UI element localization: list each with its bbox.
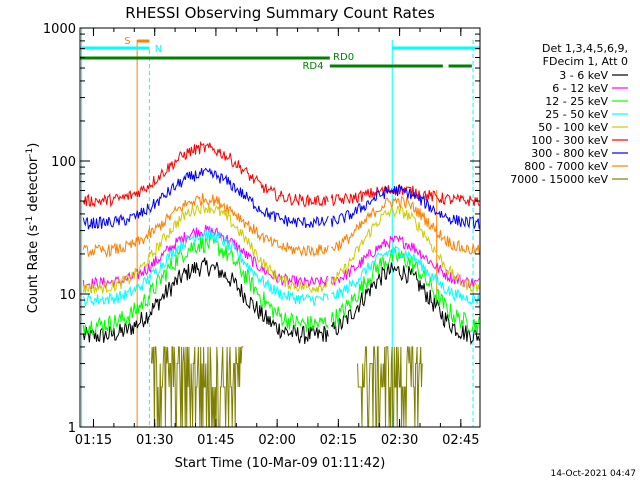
legend-label-8: 800 - 7000 keV (524, 160, 608, 173)
series-line-7 (82, 167, 480, 230)
legend-label-3: 12 - 25 keV (545, 95, 608, 108)
legend-label-1: 3 - 6 keV (559, 69, 608, 82)
timestamp: 14-Oct-2021 04:47 (551, 469, 636, 479)
y-tick-label: 10 (59, 288, 76, 303)
plot-frame (79, 27, 481, 428)
y-label-part-1: Count Rate (s (26, 225, 41, 314)
legend-label-5: 50 - 100 keV (538, 121, 608, 134)
y-label-sup-1: -1 (25, 216, 35, 225)
flag-label-4: RD0 (333, 52, 354, 63)
y-tick-label: 1000 (43, 22, 76, 37)
legend-label-2: 6 - 12 keV (552, 82, 608, 95)
series-line-8 (82, 193, 480, 259)
x-tick-label: 02:00 (258, 433, 295, 448)
flag-label-1: S (124, 36, 130, 47)
legend-header-line-1: Det 1,3,4,5,6,9, (542, 42, 628, 55)
series-line-4 (82, 227, 480, 307)
series-line-5 (82, 201, 480, 294)
y-label-sup-2: -1 (25, 148, 35, 157)
x-tick-label: 02:15 (320, 433, 357, 448)
x-tick-label: 02:45 (442, 433, 479, 448)
x-tick-label: 01:15 (75, 433, 112, 448)
legend: Det 1,3,4,5,6,9, FDecim 1, Att 0 3 - 6 k… (510, 42, 628, 186)
x-tick-label: 01:30 (136, 433, 173, 448)
flag-bars: S N RD0 RD4 (80, 36, 480, 72)
y-axis-label: Count Rate (s-1 detector-1) (25, 143, 41, 314)
y-label-part-3: ) (26, 143, 41, 148)
legend-label-9: 7000 - 15000 keV (510, 173, 608, 186)
y-label-part-2: detector (26, 156, 41, 216)
legend-header-line-2: FDecim 1, Att 0 (543, 55, 628, 68)
x-axis-label: Start Time (10-Mar-09 01:11:42) (175, 456, 386, 471)
legend-label-7: 300 - 800 keV (531, 147, 608, 160)
flag-label-5: RD4 (302, 61, 323, 72)
chart-title: RHESSI Observing Summary Count Rates (125, 4, 435, 22)
x-tick-label: 02:30 (381, 433, 418, 448)
y-tick-label: 100 (51, 155, 76, 170)
series-line-1 (82, 257, 480, 346)
legend-label-4: 25 - 50 keV (545, 108, 608, 121)
legend-label-6: 100 - 300 keV (531, 134, 608, 147)
flag-label-2: N (155, 44, 162, 55)
y-tick-label: 1 (68, 421, 76, 436)
axes: 1 10 100 1000 01:15 01:30 01:45 02:00 02:15 02:30… (43, 22, 481, 448)
x-tick-label: 01:45 (197, 433, 234, 448)
